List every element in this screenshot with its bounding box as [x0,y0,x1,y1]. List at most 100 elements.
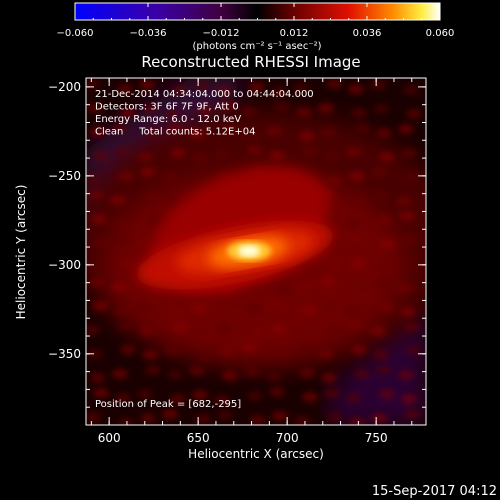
ripple-blob [145,128,161,138]
ripple-blob [324,151,340,161]
ripple-blob [324,388,340,398]
y-tick-label: −200 [48,80,81,94]
plot-frame [85,77,427,426]
ripple-blob [214,395,230,405]
colorbar-ticks [74,3,441,20]
ripple-blob [246,304,262,314]
ripple-blob [402,235,418,245]
ripple-blob [302,146,318,156]
ripple-blob [113,219,129,229]
ripple-blob [370,80,386,90]
ripple-blob [401,394,417,404]
ripple-blob [137,152,153,162]
colorbar-tick-label: −0.060 [56,28,93,39]
y-tick-label: −300 [48,258,81,272]
ripple-blob [318,103,334,113]
ripple-blob [170,148,186,158]
ripple-blob [266,372,282,382]
ripple-blob [327,175,343,185]
ripple-blob [172,85,188,95]
ripple-blob [406,346,422,356]
colorbar-unit-label: (photons cm⁻² s⁻¹ asec⁻²) [192,41,321,52]
ripple-blob [86,262,102,272]
ripple-blob [146,215,162,225]
ripple-blob [380,239,396,249]
ripple-blob [191,303,207,313]
ripple-blob [299,131,315,141]
ripple-blob [137,389,153,399]
ripple-blob [119,258,135,268]
ripple-blob [327,412,343,422]
ripple-blob [216,323,232,333]
ripple-blob [406,109,422,119]
ripple-blob [145,365,161,375]
ripple-blob [349,171,365,181]
ripple-blob [195,414,211,424]
ripple-blob [172,322,188,332]
ripple-blob [348,321,364,331]
ripple-blob [112,369,128,379]
ripple-blob [373,104,389,114]
ripple-blob [321,373,337,383]
ripple-blob [296,344,312,354]
footer-timestamp: 15-Sep-2017 04:12 [372,484,497,499]
ripple-blob [293,83,309,93]
ripple-blob [93,388,109,398]
colorbar-tick-label: 0.012 [280,28,309,39]
colorbar-tick-label: 0.036 [353,28,382,39]
ripple-blob [274,102,290,112]
ripple-blob [164,346,180,356]
annotation-block: 21-Dec-2014 04:34:04.000 to 04:44:04.000… [95,89,314,138]
ripple-blob [354,123,370,133]
ripple-blob [165,196,181,206]
ripple-blob [111,282,127,292]
ripple-blob [110,195,126,205]
colorbar-tick-labels: −0.060 −0.036 −0.012 0.012 0.036 0.060 [56,28,454,39]
ripple-blob [344,219,360,229]
ripple-blob [140,167,156,177]
ripple-blob [396,196,412,206]
ripple-blob [241,343,257,353]
ripple-blob [192,390,208,400]
ripple-blob [347,234,363,244]
ripple-blob [398,370,414,380]
ripple-blob [140,413,156,423]
ripple-blob [328,262,344,272]
ripple-blob [169,307,185,317]
ripple-blob [93,151,109,161]
ripple-blob [293,329,309,339]
ripple-blob [377,215,393,225]
ripple-blob [294,416,310,425]
ripple-blob [375,278,391,288]
ripple-blob [86,412,101,422]
colorbar [74,2,441,21]
ripple-blob [326,325,342,335]
ripple-blob [241,106,257,116]
ripple-blob [372,263,388,273]
ripple-blob [373,350,389,360]
ripple-blob [397,283,413,293]
ripple-blob [194,327,210,337]
ripple-blob [269,387,285,397]
ripple-blob [164,109,180,119]
ripple-blob [404,172,420,182]
ripple-blob [370,326,386,336]
ripple-blob [353,282,369,292]
ripple-blob [117,84,133,94]
heatmap-image [86,78,426,425]
annotation-line: 21-Dec-2014 04:34:04.000 to 04:44:04.000 [95,89,314,100]
ripple-blob [90,127,106,137]
x-tick-label: 700 [276,431,299,445]
heatmap-peak [238,245,260,257]
ripple-blob [224,299,240,309]
ripple-blob [271,87,287,97]
x-tick-label: 750 [365,431,388,445]
ripple-blob [86,175,101,185]
ripple-blob [142,104,158,114]
ripple-blob [214,149,230,159]
ripple-blob [299,368,315,378]
ripple-blob [118,417,134,425]
chart-title: Reconstructed RHESSI Image [141,53,360,71]
ripple-blob [112,123,128,133]
ripple-blob [371,413,387,423]
